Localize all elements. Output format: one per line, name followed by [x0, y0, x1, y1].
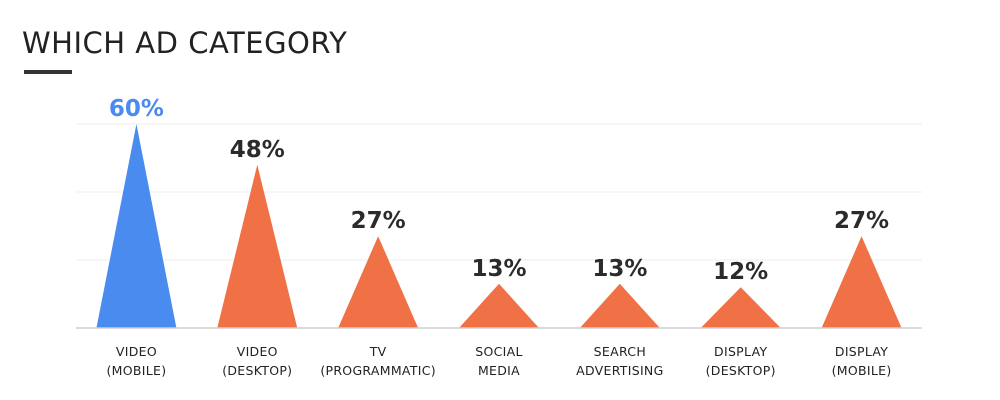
category-label-line: SEARCH — [594, 344, 646, 359]
value-label: 27% — [834, 208, 889, 234]
triangle-bar — [459, 283, 539, 328]
category-label-line: TV — [369, 344, 387, 359]
category-label-line: (MOBILE) — [832, 363, 892, 378]
category-label: DISPLAY (DESKTOP) — [706, 344, 776, 378]
category-label: SEARCH ADVERTISING — [576, 344, 663, 378]
category-label-line: (MOBILE) — [106, 363, 166, 378]
category-label-line: MEDIA — [478, 363, 520, 378]
category-label: VIDEO (DESKTOP) — [222, 344, 292, 378]
chart-title: WHICH AD CATEGORY — [22, 26, 348, 60]
value-label: 13% — [471, 256, 526, 282]
value-label: 60% — [109, 96, 164, 122]
triangle-bar — [700, 287, 781, 328]
triangle-bar — [217, 164, 298, 328]
category-label-line: SOCIAL — [475, 344, 523, 359]
value-label: 13% — [592, 256, 647, 282]
triangle-bar — [579, 283, 660, 328]
category-label-line: (DESKTOP) — [222, 363, 292, 378]
value-label: 48% — [230, 137, 285, 163]
category-label: DISPLAY (MOBILE) — [832, 344, 892, 378]
triangle-bar — [96, 124, 177, 328]
category-label-line: (DESKTOP) — [706, 363, 776, 378]
category-label-line: VIDEO — [237, 344, 278, 359]
category-label-line: VIDEO — [116, 344, 157, 359]
category-label-line: DISPLAY — [835, 344, 888, 359]
category-label-line: (PROGRAMMATIC) — [320, 363, 436, 378]
title-underline — [24, 70, 72, 74]
category-label: VIDEO (MOBILE) — [106, 344, 166, 378]
category-label: TV (PROGRAMMATIC) — [320, 344, 436, 378]
value-label: 12% — [713, 259, 768, 285]
category-label-line: DISPLAY — [714, 344, 767, 359]
triangle-bar — [821, 236, 902, 328]
category-label-line: ADVERTISING — [576, 363, 663, 378]
value-label: 27% — [351, 208, 406, 234]
category-label: SOCIAL MEDIA — [475, 344, 523, 378]
triangle-bar — [338, 236, 419, 328]
